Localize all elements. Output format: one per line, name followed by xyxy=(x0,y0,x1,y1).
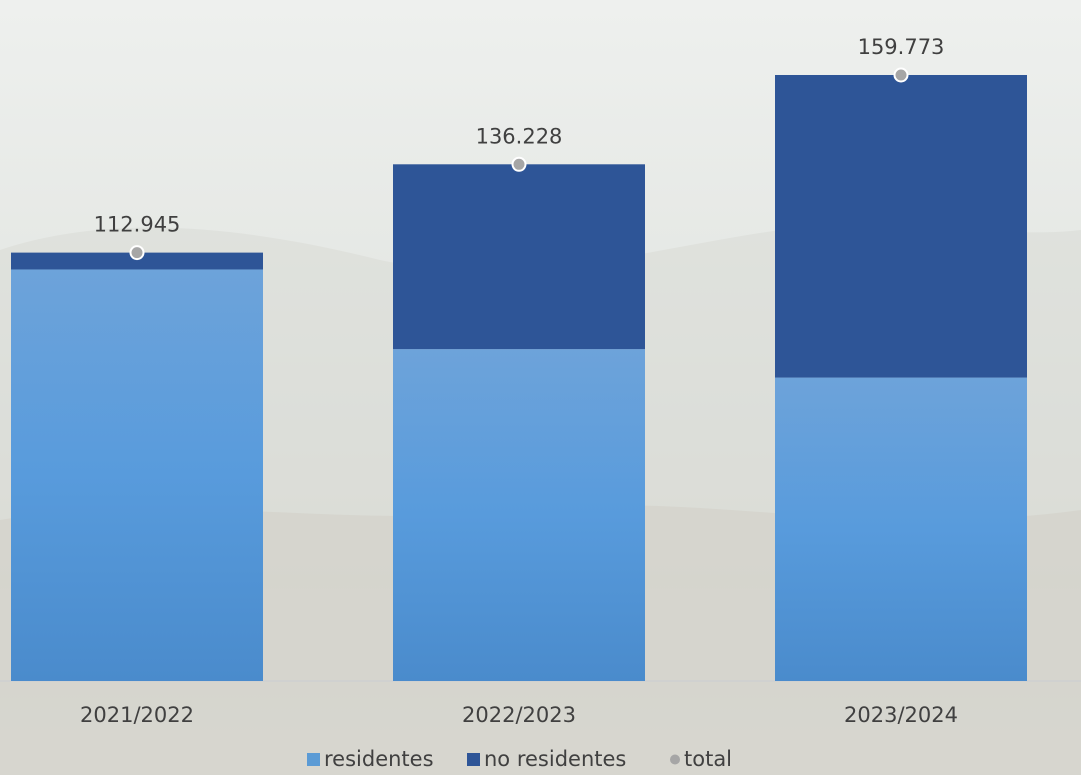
total-marker xyxy=(511,156,527,172)
total-data-label: 136.228 xyxy=(476,124,563,148)
bar-no-residentes xyxy=(11,252,263,270)
legend-item-no-residentes: no residentes xyxy=(467,747,626,771)
bar-no-residentes xyxy=(393,164,645,350)
bar-residentes xyxy=(393,349,645,681)
x-tick-label: 2022/2023 xyxy=(462,703,576,727)
x-tick-label: 2021/2022 xyxy=(80,703,194,727)
legend-label: total xyxy=(684,747,732,771)
total-data-label: 159.773 xyxy=(858,35,945,59)
legend-label: residentes xyxy=(324,747,434,771)
bar-residentes xyxy=(11,269,263,681)
bar-residentes xyxy=(775,377,1027,681)
total-data-label: 112.945 xyxy=(94,213,181,237)
x-tick-label: 2023/2024 xyxy=(844,703,958,727)
total-marker xyxy=(129,245,145,261)
bars-layer xyxy=(11,74,1027,681)
bar-no-residentes xyxy=(775,74,1027,378)
legend: residentes no residentes total xyxy=(307,747,732,771)
legend-marker xyxy=(670,754,680,765)
legend-label: no residentes xyxy=(484,747,626,771)
legend-swatch xyxy=(467,753,480,766)
total-marker xyxy=(893,67,909,83)
legend-swatch xyxy=(307,753,320,766)
legend-item-total: total xyxy=(670,747,732,771)
legend-item-residentes: residentes xyxy=(307,747,434,771)
labels-layer: 112.945 2021/2022 136.228 2022/2023 159.773 2… xyxy=(80,35,958,727)
